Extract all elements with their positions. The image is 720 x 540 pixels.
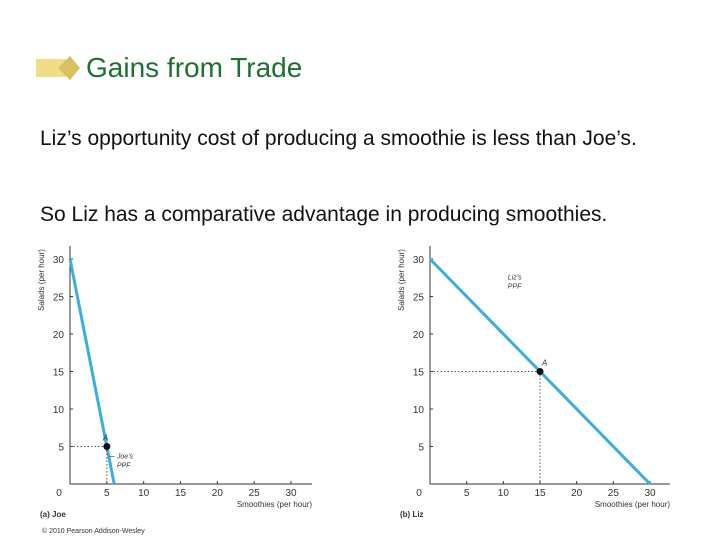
panel-2-curve-label-line-1: Liz’s	[508, 274, 522, 281]
panel-1-y-tick-label: 10	[53, 405, 65, 416]
panel-2-x-tick-label: 15	[534, 488, 546, 499]
panel-2-point-label: A	[541, 359, 547, 368]
panel-1-curve-label-line-1: Joe’s	[116, 454, 134, 461]
paragraph-comparative-advantage: So Liz has a comparative advantage in pr…	[40, 203, 608, 226]
panel-2-y-tick-label: 25	[413, 293, 425, 304]
panel-1-x-axis-label: Smoothies (per hour)	[237, 500, 312, 509]
panel-2-x-tick-label: 5	[464, 488, 470, 499]
panel-1-point-label: A	[102, 434, 108, 443]
panel-1-curve-label-line-2: PPF	[117, 463, 131, 470]
panel-1-y-axis-label: Salads (per hour)	[37, 249, 46, 311]
panel-1-x-tick-label: 10	[138, 488, 150, 499]
panel-2-x-tick-label: 0	[416, 488, 422, 499]
copyright-notice: © 2010 Pearson Addison-Wesley	[42, 528, 145, 535]
panel-2-y-tick-label: 15	[413, 368, 425, 379]
panel-1-y-tick-label: 30	[53, 255, 65, 266]
panel-2-x-tick-label: 20	[571, 488, 583, 499]
panel-2-y-tick-label: 10	[413, 405, 425, 416]
slide-title: Gains from Trade	[86, 52, 303, 83]
panel-1-y-tick-label: 25	[53, 293, 65, 304]
panel-2-y-axis-label: Salads (per hour)	[397, 249, 406, 311]
panel-1-y-tick-label: 5	[58, 443, 64, 454]
title-decoration-icon	[36, 56, 80, 80]
panel-1-x-tick-label: 20	[212, 488, 224, 499]
panel-2-x-tick-label: 25	[608, 488, 620, 499]
panel-2-y-tick-label: 30	[413, 255, 425, 266]
panel-1-ppf-line	[68, 258, 116, 485]
paragraph-opportunity-cost: Liz’s opportunity cost of producing a sm…	[40, 127, 637, 150]
panel-2-y-tick-label: 5	[418, 443, 424, 454]
panel-1-y-tick-label: 15	[53, 368, 65, 379]
panel-2-panel-label: (b) Liz	[400, 510, 424, 519]
panel-1-x-tick-label: 0	[56, 488, 62, 499]
panel-1-x-tick-label: 25	[249, 488, 261, 499]
panel-1-point-A	[103, 443, 111, 450]
panel-1-x-tick-label: 5	[104, 488, 110, 499]
panel-2-point-A	[536, 368, 544, 375]
panel-2-x-tick-label: 10	[498, 488, 510, 499]
panel-1-panel-label: (a) Joe	[40, 510, 66, 519]
panel-1-y-tick-label: 20	[53, 330, 65, 341]
panel-2-curve-label-line-2: PPF	[508, 283, 522, 290]
panel-1-x-tick-label: 15	[175, 488, 187, 499]
panel-2-y-tick-label: 20	[413, 330, 425, 341]
panel-2-x-tick-label: 30	[644, 488, 656, 499]
panel-2-x-axis-label: Smoothies (per hour)	[595, 500, 670, 509]
panel-1-x-tick-label: 30	[285, 488, 297, 499]
